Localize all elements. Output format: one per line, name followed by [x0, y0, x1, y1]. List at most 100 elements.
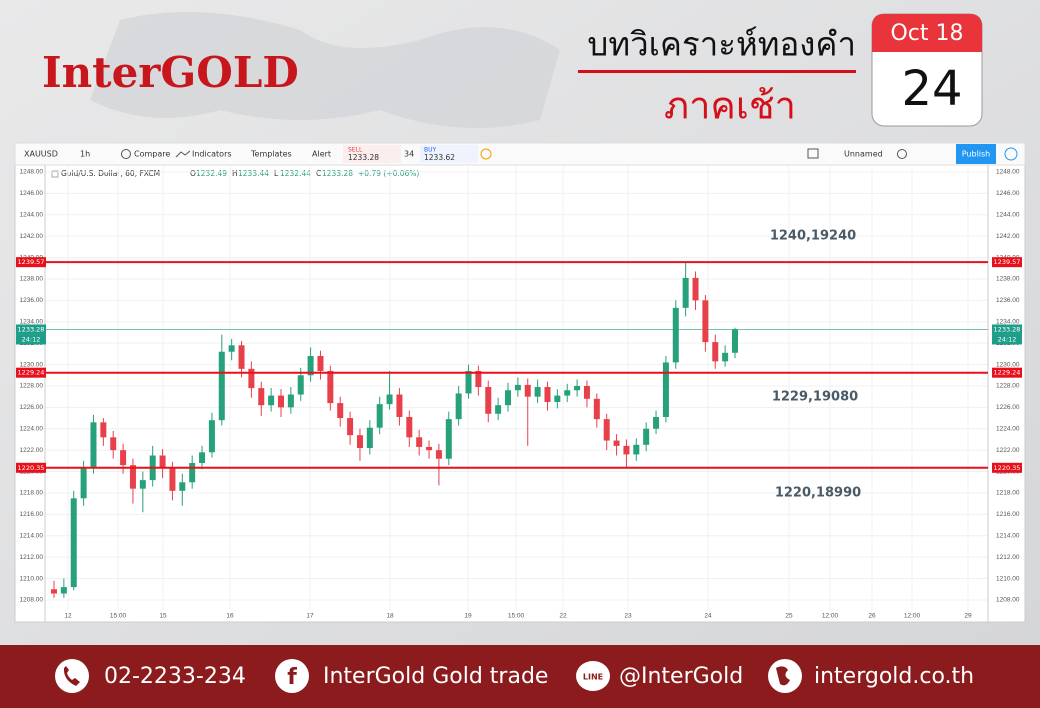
y-tick-label: 1236.00	[20, 297, 44, 304]
candle-body	[623, 445, 630, 455]
legend-value: 1233.28	[322, 169, 353, 178]
buy-price: 1233.62	[424, 153, 455, 162]
y-tick-label: 1238.00	[20, 276, 44, 283]
logo: InterGOLD	[42, 48, 299, 97]
candle-body	[653, 416, 660, 429]
alert[interactable]: Alert	[312, 150, 331, 159]
level-box	[16, 257, 46, 268]
x-tick-label: 24	[704, 613, 712, 620]
candle-body	[347, 418, 354, 436]
facebook: InterGold Gold trade	[323, 664, 548, 689]
symbol[interactable]: XAUUSD	[24, 150, 58, 159]
level-label: 1229.24	[18, 369, 45, 377]
legend-key: L	[274, 169, 279, 178]
candle-body	[465, 370, 472, 394]
legend-key: C	[316, 169, 321, 178]
website: intergold.co.th	[814, 664, 974, 689]
templates[interactable]: Templates	[250, 150, 292, 159]
candle-body	[633, 444, 640, 455]
subtitle: ภาคเช้า	[664, 84, 796, 128]
y-tick-label: 1246.00	[20, 190, 44, 197]
x-tick-label: 15:00	[110, 613, 127, 620]
sell-box[interactable]	[343, 145, 401, 163]
buy-box[interactable]	[420, 145, 478, 163]
candle-body	[258, 388, 265, 406]
interval[interactable]: 1h	[80, 150, 90, 159]
y-tick-label-right: 1244.00	[996, 211, 1020, 218]
level-box	[992, 257, 1022, 268]
y-tick-label-right: 1238.00	[996, 276, 1020, 283]
candle-body	[583, 385, 590, 399]
level-box	[16, 367, 46, 378]
candle-body	[712, 342, 719, 362]
candle-body	[278, 395, 284, 408]
level-label: 1239.57	[18, 258, 45, 266]
chart-title: Gold/U.S. Dollar, 60, FXCM	[61, 169, 160, 178]
candle-body	[199, 452, 206, 463]
current-price-label: 1233.28	[18, 325, 45, 333]
candle-body	[386, 394, 393, 405]
candle-body	[297, 375, 304, 395]
candle-body	[564, 390, 571, 396]
phone-glyph	[63, 666, 80, 686]
y-tick-label: 1234.00	[20, 318, 44, 325]
x-tick-label: 25	[785, 613, 793, 620]
phone: 02-2233-234	[104, 664, 246, 689]
candle-body	[90, 422, 97, 469]
calendar: Oct 18 24	[871, 13, 983, 127]
candle-body	[544, 387, 551, 403]
level-label: 1220.35	[18, 464, 45, 472]
y-tick-label-right: 1248.00	[996, 169, 1020, 176]
x-tick-label: 17	[306, 613, 314, 620]
toolbar	[14, 142, 1026, 166]
layout-name[interactable]: Unnamed	[844, 150, 883, 159]
indicators[interactable]: Indicators	[192, 150, 232, 159]
calendar-top	[872, 14, 982, 52]
countdown-box	[16, 334, 46, 345]
candle-body	[554, 395, 561, 403]
candle-body	[51, 589, 57, 594]
candle-body	[317, 355, 324, 371]
legend-value: 1232.49	[196, 169, 227, 178]
y-tick-label: 1248.00	[20, 169, 44, 176]
compare[interactable]: Compare	[134, 150, 170, 159]
y-tick-label-right: 1230.00	[996, 361, 1020, 368]
y-tick-label: 1214.00	[20, 532, 44, 539]
candle-body	[416, 437, 423, 447]
candle-body	[120, 450, 127, 466]
candle-body	[662, 362, 669, 417]
y-tick-label: 1228.00	[20, 383, 44, 390]
x-tick-label: 22	[559, 613, 567, 620]
publish-button[interactable]	[956, 144, 996, 164]
legend-value: 1232.44	[280, 169, 311, 178]
settings-icon[interactable]	[897, 149, 907, 159]
x-tick-label: 23	[624, 613, 632, 620]
layout-icon	[807, 148, 819, 159]
spread: 34	[404, 150, 414, 159]
y-tick-label-right: 1214.00	[996, 532, 1020, 539]
line: @InterGold	[619, 664, 743, 689]
candle-body	[445, 419, 452, 459]
level-label: 1239.57	[994, 258, 1021, 266]
sell-price: 1233.28	[348, 153, 379, 162]
level-label: 1229.24	[994, 369, 1021, 377]
info-icon[interactable]	[480, 148, 492, 160]
candle-body	[70, 498, 77, 588]
current-price-label: 1233.28	[994, 325, 1021, 333]
x-tick-label: 15	[159, 613, 167, 620]
y-tick-label-right: 1224.00	[996, 425, 1020, 432]
annotation: 1229,19080	[772, 390, 858, 405]
candle-body	[495, 405, 502, 414]
y-tick-label-right: 1218.00	[996, 490, 1020, 497]
y-tick-label-right: 1228.00	[996, 383, 1020, 390]
candle-body	[159, 455, 166, 469]
y-tick-label-right: 1226.00	[996, 404, 1020, 411]
play-icon[interactable]	[1004, 147, 1018, 161]
x-tick-label: 19	[464, 613, 472, 620]
candle-body	[218, 351, 225, 421]
legend-key: O	[190, 169, 196, 178]
y-tick-label: 1224.00	[20, 425, 44, 432]
publish: Publish	[962, 150, 991, 159]
y-tick-label-right: 1234.00	[996, 318, 1020, 325]
calendar-month: Oct 18	[890, 21, 963, 46]
